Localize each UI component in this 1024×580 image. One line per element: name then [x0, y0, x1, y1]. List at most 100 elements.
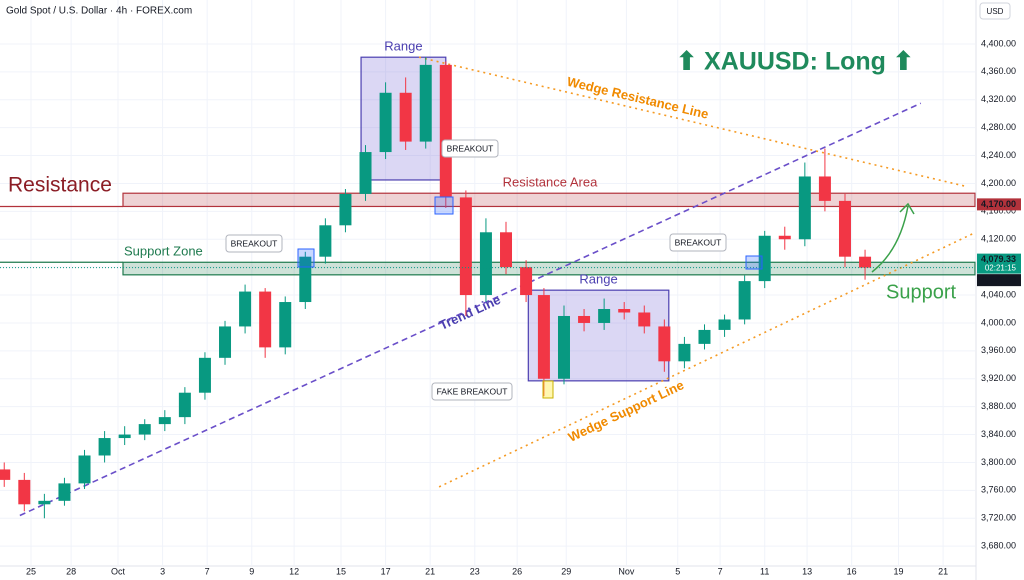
candle-body: [118, 434, 131, 439]
y-tick-label: 4,160.00: [981, 206, 1016, 216]
y-tick-label: 4,000.00: [981, 317, 1016, 327]
x-tick-label: 21: [425, 566, 435, 576]
x-tick-label: 12: [289, 566, 299, 576]
y-tick-label: 4,120.00: [981, 234, 1016, 244]
currency: USD: [987, 7, 1004, 16]
candle-body: [738, 281, 751, 320]
price-tag: [977, 198, 1021, 211]
candle-body: [500, 232, 513, 268]
marker-box: [434, 196, 454, 215]
candle-body: [557, 315, 570, 379]
y-tick-label: 4,040.00: [981, 289, 1016, 299]
range-box: [527, 289, 670, 382]
x-tick-label: Oct: [111, 566, 126, 576]
fake-breakout-callout: FAKE BREAKOUT: [431, 380, 554, 401]
y-tick-label: 4,400.00: [981, 38, 1016, 48]
marker-box: [297, 248, 315, 268]
candle-body: [537, 295, 550, 379]
candle-body: [0, 469, 11, 480]
y-tick-label: 3,800.00: [981, 457, 1016, 467]
y-tick-label: 3,720.00: [981, 513, 1016, 523]
callout-text: BREAKOUT: [231, 238, 278, 248]
candle-body: [158, 417, 171, 425]
x-tick-label: 23: [470, 566, 480, 576]
candle-body: [78, 455, 91, 484]
candle-body: [399, 92, 412, 142]
candle-body: [239, 291, 252, 327]
price-tag-label: 4,070.00: [981, 275, 1016, 285]
trend-line: [438, 232, 975, 488]
x-tick-label: 26: [512, 566, 522, 576]
marker-box: [745, 255, 763, 270]
candle-body: [198, 357, 211, 393]
candle-body: [718, 319, 731, 330]
resistance-label: Resistance: [8, 174, 112, 197]
breakout-callout: BREAKOUT: [225, 234, 315, 268]
callout-box: [441, 139, 499, 158]
zone-label: Support Zone: [124, 244, 203, 259]
candle-body: [419, 64, 432, 142]
range-label: Range: [384, 39, 422, 54]
y-tick-label: 3,680.00: [981, 541, 1016, 551]
candle-body: [178, 392, 191, 418]
candle-body: [758, 235, 771, 282]
candle-body: [638, 312, 651, 327]
y-tick-label: 3,960.00: [981, 345, 1016, 355]
candle-body: [259, 291, 272, 348]
y-tick-label: 4,280.00: [981, 122, 1016, 132]
candle-body: [319, 225, 332, 257]
candle-body: [598, 309, 611, 323]
y-tick-label: 4,360.00: [981, 66, 1016, 76]
headline: ⬆ XAUUSD: Long ⬆: [676, 48, 914, 76]
x-tick-label: 29: [561, 566, 571, 576]
y-tick-label: 3,920.00: [981, 373, 1016, 383]
candle-body: [838, 200, 851, 257]
callout-text: BREAKOUT: [675, 237, 722, 247]
candle-body: [359, 152, 372, 194]
candle-body: [18, 479, 31, 505]
x-tick-label: 25: [26, 566, 36, 576]
price-tag-countdown: 02:21:15: [985, 264, 1017, 273]
callout-box: [669, 233, 727, 252]
candle-body: [459, 197, 472, 296]
zone-label: Resistance Area: [503, 175, 598, 190]
x-tick-label: 5: [675, 566, 680, 576]
candle-body: [678, 343, 691, 362]
candle-body: [379, 92, 392, 153]
x-tick-label: 7: [718, 566, 723, 576]
y-tick-label: 4,240.00: [981, 150, 1016, 160]
x-tick-label: 15: [336, 566, 346, 576]
price-tag: [977, 274, 1021, 287]
candle-body: [658, 326, 671, 362]
range-label: Range: [579, 272, 617, 287]
trend-line: [19, 102, 922, 517]
candle-body: [98, 438, 111, 456]
candle-body: [818, 176, 831, 201]
y-tick-label: 3,760.00: [981, 485, 1016, 495]
support-label: Support: [886, 281, 956, 303]
marker-box: [542, 380, 554, 399]
candle-body: [698, 329, 711, 344]
candle-body: [38, 500, 51, 505]
candle-body: [798, 176, 811, 240]
price-tag-label: 4,170.00: [981, 199, 1016, 209]
callout-box: [225, 234, 283, 253]
candle-body: [299, 256, 312, 303]
candle-body: [778, 235, 791, 240]
y-tick-label: 4,200.00: [981, 178, 1016, 188]
candle-body: [859, 256, 872, 268]
candle-body: [439, 64, 452, 198]
price-tag-label: 4,079.33: [981, 254, 1016, 264]
price-axis: 3,680.00 3,720.00 3,760.00 3,800.00 3,840.00…: [26, 38, 1021, 576]
x-tick-label: 16: [847, 566, 857, 576]
callout-text: FAKE BREAKOUT: [437, 386, 508, 396]
breakout-callout: BREAKOUT: [434, 139, 499, 215]
candle-body: [520, 267, 533, 296]
x-tick-label: 7: [205, 566, 210, 576]
x-tick-label: 9: [249, 566, 254, 576]
callout-text: BREAKOUT: [447, 143, 494, 153]
arrow-head: [899, 202, 915, 215]
y-tick-label: 3,880.00: [981, 401, 1016, 411]
arrow: [871, 205, 909, 273]
